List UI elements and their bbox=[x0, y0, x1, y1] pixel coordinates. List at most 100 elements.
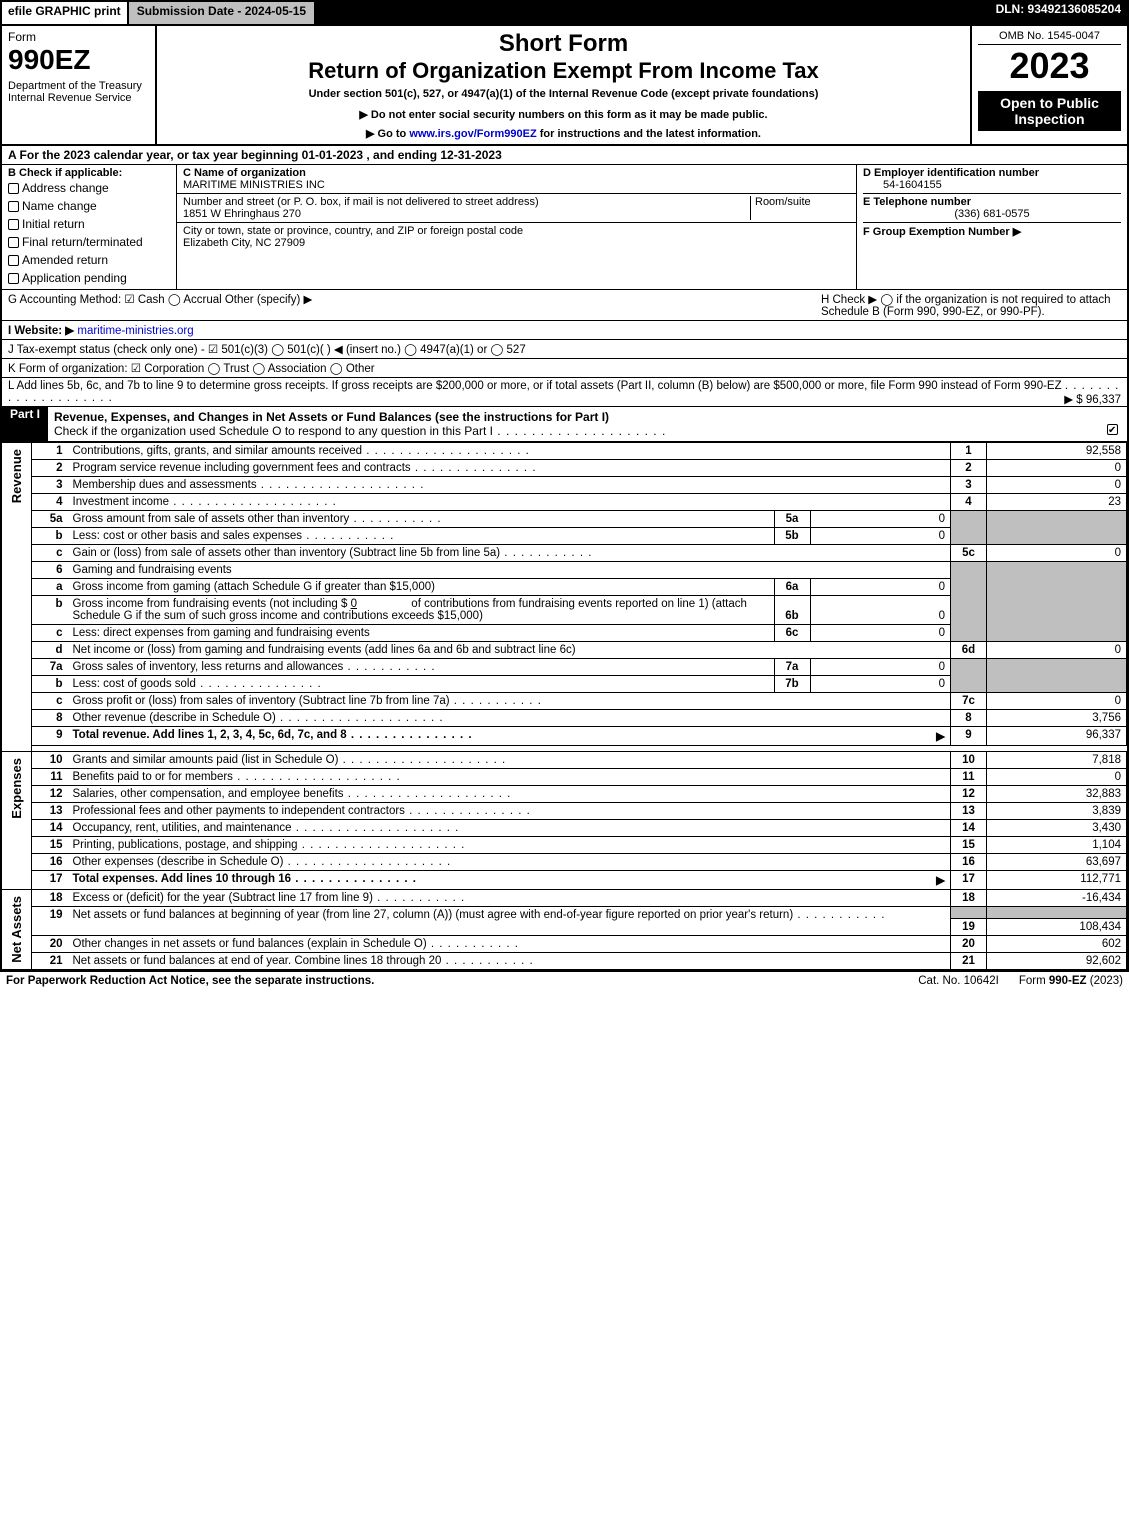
line-21-amt: 92,602 bbox=[987, 952, 1127, 969]
line-16-amt: 63,697 bbox=[987, 854, 1127, 871]
line-5c-amt: 0 bbox=[987, 545, 1127, 562]
line-9-desc: Total revenue. Add lines 1, 2, 3, 4, 5c,… bbox=[73, 729, 473, 741]
line-5b-amt: 0 bbox=[810, 528, 950, 544]
line-21-desc: Net assets or fund balances at end of ye… bbox=[73, 955, 534, 967]
line-h: H Check ▶ ◯ if the organization is not r… bbox=[821, 292, 1121, 318]
line-10-amt: 7,818 bbox=[987, 752, 1127, 769]
form-header: Form 990EZ Department of the Treasury In… bbox=[2, 26, 1127, 146]
line-j: J Tax-exempt status (check only one) - ☑… bbox=[2, 340, 1127, 359]
footer-right: Form 990-EZ (2023) bbox=[1019, 975, 1123, 987]
line-2-desc: Program service revenue including govern… bbox=[73, 462, 537, 474]
org-name: MARITIME MINISTRIES INC bbox=[183, 179, 325, 191]
line-13-desc: Professional fees and other payments to … bbox=[73, 805, 531, 817]
line-16-desc: Other expenses (describe in Schedule O) bbox=[73, 856, 452, 868]
under-section: Under section 501(c), 527, or 4947(a)(1)… bbox=[163, 88, 964, 100]
form-number: 990EZ bbox=[8, 44, 149, 76]
room-label: Room/suite bbox=[755, 196, 811, 208]
page-footer: For Paperwork Reduction Act Notice, see … bbox=[0, 972, 1129, 990]
line-11-desc: Benefits paid to or for members bbox=[73, 771, 401, 783]
city-label: City or town, state or province, country… bbox=[183, 225, 523, 237]
col-b: B Check if applicable: Address change Na… bbox=[2, 165, 177, 289]
line-7c-amt: 0 bbox=[987, 693, 1127, 710]
line-g: G Accounting Method: ☑ Cash ◯ Accrual Ot… bbox=[8, 292, 821, 318]
line-6d-amt: 0 bbox=[987, 642, 1127, 659]
line-3-desc: Membership dues and assessments bbox=[73, 479, 425, 491]
city-value: Elizabeth City, NC 27909 bbox=[183, 237, 305, 249]
expenses-vlabel: Expenses bbox=[2, 752, 32, 890]
part-i-title: Revenue, Expenses, and Changes in Net As… bbox=[54, 410, 609, 424]
chk-name-change[interactable] bbox=[8, 201, 19, 212]
line-13-amt: 3,839 bbox=[987, 803, 1127, 820]
line-8-amt: 3,756 bbox=[987, 710, 1127, 727]
d-label: D Employer identification number bbox=[863, 167, 1121, 179]
part-i-label: Part I bbox=[2, 407, 48, 441]
line-4-amt: 23 bbox=[987, 494, 1127, 511]
return-title: Return of Organization Exempt From Incom… bbox=[163, 58, 964, 84]
line-20-amt: 602 bbox=[987, 935, 1127, 952]
c-name-label: C Name of organization bbox=[183, 167, 306, 179]
street-label: Number and street (or P. O. box, if mail… bbox=[183, 196, 539, 208]
col-c: C Name of organization MARITIME MINISTRI… bbox=[177, 165, 857, 289]
line-8-desc: Other revenue (describe in Schedule O) bbox=[73, 712, 444, 724]
line-5a-amt: 0 bbox=[810, 511, 950, 527]
line-17-amt: 112,771 bbox=[987, 871, 1127, 890]
revenue-vlabel: Revenue bbox=[2, 443, 32, 752]
chk-schedule-o[interactable] bbox=[1107, 424, 1118, 435]
line-2-amt: 0 bbox=[987, 460, 1127, 477]
omb-number: OMB No. 1545-0047 bbox=[978, 30, 1121, 45]
line-5a-desc: Gross amount from sale of assets other t… bbox=[73, 513, 442, 525]
line-14-desc: Occupancy, rent, utilities, and maintena… bbox=[73, 822, 460, 834]
chk-initial-return[interactable] bbox=[8, 219, 19, 230]
line-3-amt: 0 bbox=[987, 477, 1127, 494]
street-value: 1851 W Ehringhaus 270 bbox=[183, 208, 301, 220]
line-l: L Add lines 5b, 6c, and 7b to line 9 to … bbox=[2, 378, 1127, 407]
line-k: K Form of organization: ☑ Corporation ◯ … bbox=[2, 359, 1127, 378]
chk-final-return[interactable] bbox=[8, 237, 19, 248]
line-5c-desc: Gain or (loss) from sale of assets other… bbox=[73, 547, 593, 559]
section-b-through-f: B Check if applicable: Address change Na… bbox=[2, 165, 1127, 290]
phone-value: (336) 681-0575 bbox=[863, 208, 1121, 220]
website-link[interactable]: maritime-ministries.org bbox=[77, 325, 193, 337]
chk-address-change[interactable] bbox=[8, 183, 19, 194]
line-7c-desc: Gross profit or (loss) from sales of inv… bbox=[73, 695, 542, 707]
line-15-desc: Printing, publications, postage, and shi… bbox=[73, 839, 466, 851]
open-inspection: Open to Public Inspection bbox=[978, 91, 1121, 131]
line-4-desc: Investment income bbox=[73, 496, 337, 508]
line-11-amt: 0 bbox=[987, 769, 1127, 786]
footer-cat: Cat. No. 10642I bbox=[898, 975, 1019, 987]
line-1-amt: 92,558 bbox=[987, 443, 1127, 460]
line-6a-amt: 0 bbox=[810, 579, 950, 595]
chk-amended-return[interactable] bbox=[8, 255, 19, 266]
line-6d-desc: Net income or (loss) from gaming and fun… bbox=[68, 642, 951, 659]
tax-year: 2023 bbox=[978, 45, 1121, 87]
line-1-desc: Contributions, gifts, grants, and simila… bbox=[73, 445, 530, 457]
line-12-desc: Salaries, other compensation, and employ… bbox=[73, 788, 512, 800]
submission-date: Submission Date - 2024-05-15 bbox=[129, 0, 316, 24]
ssn-warning: ▶ Do not enter social security numbers o… bbox=[163, 108, 964, 121]
b-label: B Check if applicable: bbox=[8, 167, 170, 179]
line-9-amt: 96,337 bbox=[987, 727, 1127, 746]
line-6c-desc: Less: direct expenses from gaming and fu… bbox=[73, 627, 370, 639]
top-bar: efile GRAPHIC print Submission Date - 20… bbox=[0, 0, 1129, 24]
line-20-desc: Other changes in net assets or fund bala… bbox=[73, 938, 519, 950]
dept-label: Department of the Treasury Internal Reve… bbox=[8, 80, 149, 104]
line-18-desc: Excess or (deficit) for the year (Subtra… bbox=[73, 892, 466, 904]
line-7b-desc: Less: cost of goods sold bbox=[73, 678, 322, 690]
line-19-desc: Net assets or fund balances at beginning… bbox=[73, 909, 886, 921]
goto-link[interactable]: ▶ Go to www.irs.gov/Form990EZ for instru… bbox=[163, 127, 964, 140]
line-12-amt: 32,883 bbox=[987, 786, 1127, 803]
irs-link[interactable]: www.irs.gov/Form990EZ bbox=[409, 128, 536, 140]
line-6b-amt: 0 bbox=[810, 596, 950, 624]
line-6-desc: Gaming and fundraising events bbox=[68, 562, 951, 579]
line-i: I Website: ▶ maritime-ministries.org bbox=[2, 321, 1127, 340]
line-15-amt: 1,104 bbox=[987, 837, 1127, 854]
form-outer: Form 990EZ Department of the Treasury In… bbox=[0, 24, 1129, 972]
line-6a-desc: Gross income from gaming (attach Schedul… bbox=[68, 579, 775, 595]
ein-value: 54-1604155 bbox=[863, 179, 1121, 191]
line-7a-amt: 0 bbox=[810, 659, 950, 675]
line-7a-desc: Gross sales of inventory, less returns a… bbox=[73, 661, 436, 673]
chk-application-pending[interactable] bbox=[8, 273, 19, 284]
line-a: A For the 2023 calendar year, or tax yea… bbox=[2, 146, 1127, 165]
form-word: Form bbox=[8, 30, 149, 44]
short-form-title: Short Form bbox=[163, 30, 964, 58]
